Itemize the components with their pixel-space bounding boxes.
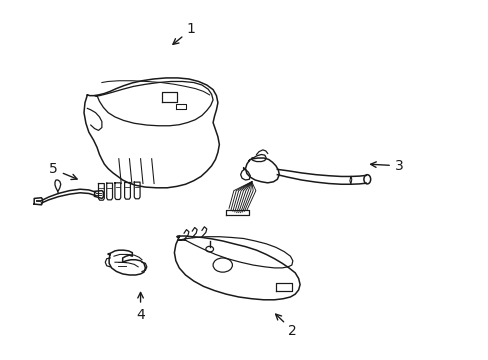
Text: 2: 2 <box>275 314 297 338</box>
Text: 4: 4 <box>136 292 144 322</box>
Text: 3: 3 <box>370 159 403 173</box>
Text: 1: 1 <box>173 22 195 44</box>
Text: 5: 5 <box>49 162 77 180</box>
